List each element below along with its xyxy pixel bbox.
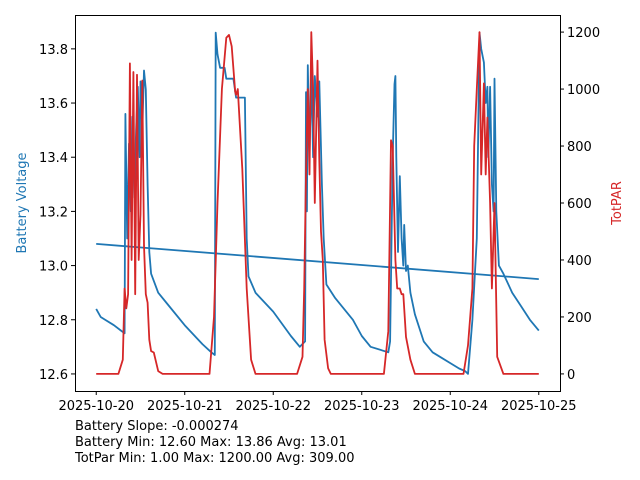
- y2-tick-label: 600: [567, 197, 592, 212]
- y2-tick-label: 400: [567, 254, 592, 269]
- x-tick-label: 2025-10-20: [58, 399, 134, 414]
- y-axis-label-right: TotPAR: [610, 181, 625, 226]
- annotation-par-stats: TotPar Min: 1.00 Max: 1200.00 Avg: 309.0…: [74, 451, 355, 466]
- y-tick-label: 12.8: [39, 314, 68, 329]
- y-tick-label: 13.4: [39, 151, 68, 166]
- x-tick-label: 2025-10-23: [324, 399, 400, 414]
- series-line-battery-trend: [96, 243, 539, 280]
- x-tick-label: 2025-10-21: [147, 399, 223, 414]
- plot-lines: [95, 31, 540, 375]
- y-tick-label: 13.8: [39, 43, 68, 58]
- x-tick-label: 2025-10-24: [412, 399, 488, 414]
- y2-tick-label: 800: [567, 140, 592, 155]
- y-tick-label: 12.6: [39, 368, 68, 383]
- y-tick-label: 13.6: [39, 97, 68, 112]
- y-axis-label-left: Battery Voltage: [15, 152, 30, 253]
- y2-tick-label: 1000: [567, 83, 600, 98]
- annotation-slope: Battery Slope: -0.000274: [75, 419, 239, 434]
- annotation-battery-stats: Battery Min: 12.60 Max: 13.86 Avg: 13.01: [75, 435, 347, 450]
- y-tick-label: 13.0: [39, 260, 68, 275]
- y2-tick-label: 200: [567, 311, 592, 326]
- axis-ticks: 2025-10-20 2025-10-21 2025-10-22 2025-10-23…: [39, 26, 600, 414]
- y2-tick-label: 0: [567, 368, 575, 383]
- y2-tick-label: 1200: [567, 26, 600, 41]
- x-tick-label: 2025-10-25: [501, 399, 577, 414]
- series-line-totpar: [96, 31, 539, 375]
- y-tick-label: 13.2: [39, 205, 68, 220]
- x-tick-label: 2025-10-22: [235, 399, 311, 414]
